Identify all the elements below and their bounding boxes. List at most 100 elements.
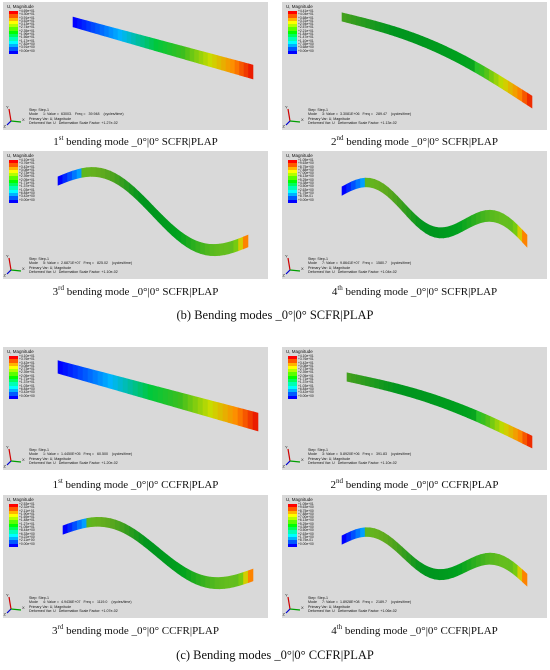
legend-value: +3.31e+01 [298,18,314,23]
plate-segment [238,236,244,252]
plate-segment [197,396,204,416]
plate-segment [443,568,449,581]
plate-segment [429,392,436,406]
plate-segment [86,167,92,177]
plate-segment [230,58,236,75]
plate-segment [508,558,514,575]
legend-swatch [288,359,297,363]
legend-value: +0.00e+00 [298,197,314,202]
plate-segment [239,61,245,77]
plate-segment [513,426,519,442]
plate-segment [232,406,239,426]
axis-line [287,108,291,122]
legend-swatch [9,365,18,370]
legend-value: +3.50e+00 [298,184,314,189]
plate-segment [389,24,395,37]
axis-label: X [301,117,304,122]
plate-segment [144,35,150,50]
plate-segment [429,567,435,580]
legend-value: +1.84e+01 [298,32,314,37]
mode-panel-c3: U, Magnitude +2.53e+01 +2.32e+01 +2.11e+01 +… [3,495,268,618]
plate-segment [431,39,438,54]
legend-swatch [9,359,18,363]
axis-label: Z [283,612,286,617]
legend-value: +3.91e+01 [19,15,35,20]
plate-segment [114,519,121,532]
plate-segment [189,47,195,63]
plate-segment [484,66,490,82]
info-line: Step: Step-1 [29,257,49,261]
axis-label: Z [4,124,7,129]
plate-segment [360,17,367,28]
axis-line [289,608,301,611]
legend-value: +3.42e+00 [298,390,314,395]
deformed-plate [57,360,259,432]
legend-value: +2.39e+01 [19,174,35,179]
color-legend [9,504,18,547]
legend-value: +1.17e+01 [19,38,35,43]
plate-segment [90,21,96,34]
legend-swatch [288,27,297,31]
plate-segment [507,80,514,97]
plate-segment [67,362,74,378]
plate-segment [140,34,146,49]
legend-swatch [288,375,297,380]
axis-triad-icon: Y X Z [283,446,305,468]
plate-segment [124,523,130,537]
mode-info: Step: Step-1 Mode 1: Value = 1.4450E+05 F… [29,448,132,465]
legend-swatch [288,186,297,190]
legend-swatch [9,527,18,531]
plate-segment [107,373,114,390]
plate-segment [422,36,428,49]
plate-segment [132,379,139,397]
plate-segment [466,406,473,420]
plate-segment [82,366,89,383]
mode-panel-b3: U, Magnitude +4.10e+01 +3.76e+01 +3.42e+01 +… [3,151,268,279]
axis-label: X [301,457,304,462]
plate-segment [383,183,389,198]
plate-segment [131,32,137,46]
legend-value: +2.05e+01 [19,373,35,378]
plate-segment [180,45,186,60]
plate-segment [489,552,495,566]
plate-segment [237,407,244,427]
plate-segment [417,34,424,47]
plate-segment [71,169,78,181]
plate-segment [182,392,189,412]
plate-segment [128,182,135,198]
legend-swatch [288,166,297,170]
legend-value: +1.75e+00 [298,534,314,539]
legend-swatch [288,173,297,177]
legend-swatch [9,50,18,54]
axis-line [287,257,291,271]
plate-segment [99,23,105,37]
plate-segment [425,391,431,404]
info-line: Mode 1: Value = 1.4450E+05 Freq = 60.500… [29,452,133,457]
axis-triad-icon: Y X Z [4,594,26,617]
legend-swatch [9,186,18,190]
legend-value: +5.25e+00 [298,177,314,182]
plate-segment [439,395,445,409]
plate-segment [379,21,386,34]
legend-swatch [9,17,18,21]
legend-value: +5.25e+00 [298,521,314,526]
legend-swatch [9,392,18,396]
legend-value: +3.42e+00 [19,194,35,199]
info-line: Mode 1: Value = 63003. Freq = 39.948 (cy… [29,112,124,117]
plate-segment [202,398,209,417]
axis-label: X [301,605,304,610]
info-line: Deformed Var: U Deformation Scale Factor… [29,460,118,465]
axis-label: Z [4,612,7,617]
caption-b1: 1st bending mode _0°|0° SCFR|PLAP [53,134,218,148]
plate-segment [379,379,385,391]
info-line: Deformed Var: U Deformation Scale Factor… [29,269,118,274]
legend-value: +1.90e+01 [19,511,35,516]
axis-triad-icon: Y X Z [4,106,26,129]
plate-segment [233,573,240,588]
plate-segment [522,229,528,248]
legend-swatch [9,34,18,38]
legend-value: +1.71e+01 [19,377,35,382]
axis-line [10,608,22,611]
legend-value: +0.00e+00 [19,197,35,202]
legend-swatch [9,37,18,41]
